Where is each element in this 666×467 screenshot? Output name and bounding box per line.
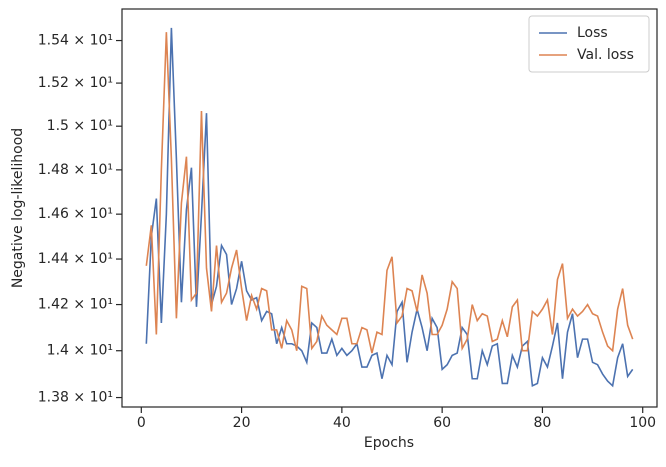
x-tick-label: 80 xyxy=(534,415,552,431)
x-tick-label: 40 xyxy=(333,415,351,431)
y-tick-label: 1.5 × 10¹ xyxy=(47,118,113,134)
y-tick-label: 1.44 × 10¹ xyxy=(38,251,113,267)
x-tick-label: 20 xyxy=(233,415,251,431)
y-axis-label: Negative log-likelihood xyxy=(10,128,26,288)
y-tick-label: 1.38 × 10¹ xyxy=(38,390,113,406)
series-line xyxy=(145,27,634,388)
plot-frame xyxy=(121,8,658,408)
y-tick-label: 1.42 × 10¹ xyxy=(38,297,113,313)
y-tick-label: 1.48 × 10¹ xyxy=(38,162,113,178)
legend-label: Loss xyxy=(577,25,608,41)
y-tick-label: 1.46 × 10¹ xyxy=(38,206,113,222)
y-tick-label: 1.52 × 10¹ xyxy=(38,75,113,91)
x-axis-label: Epochs xyxy=(364,435,414,451)
x-tick-label: 0 xyxy=(137,415,146,431)
legend-box xyxy=(528,15,650,73)
x-tick-label: 60 xyxy=(433,415,451,431)
y-tick-label: 1.4 × 10¹ xyxy=(47,343,113,359)
x-tick-label: 100 xyxy=(629,415,656,431)
legend-label: Val. loss xyxy=(577,47,634,63)
series-line xyxy=(145,32,634,354)
y-tick-label: 1.54 × 10¹ xyxy=(38,33,113,49)
